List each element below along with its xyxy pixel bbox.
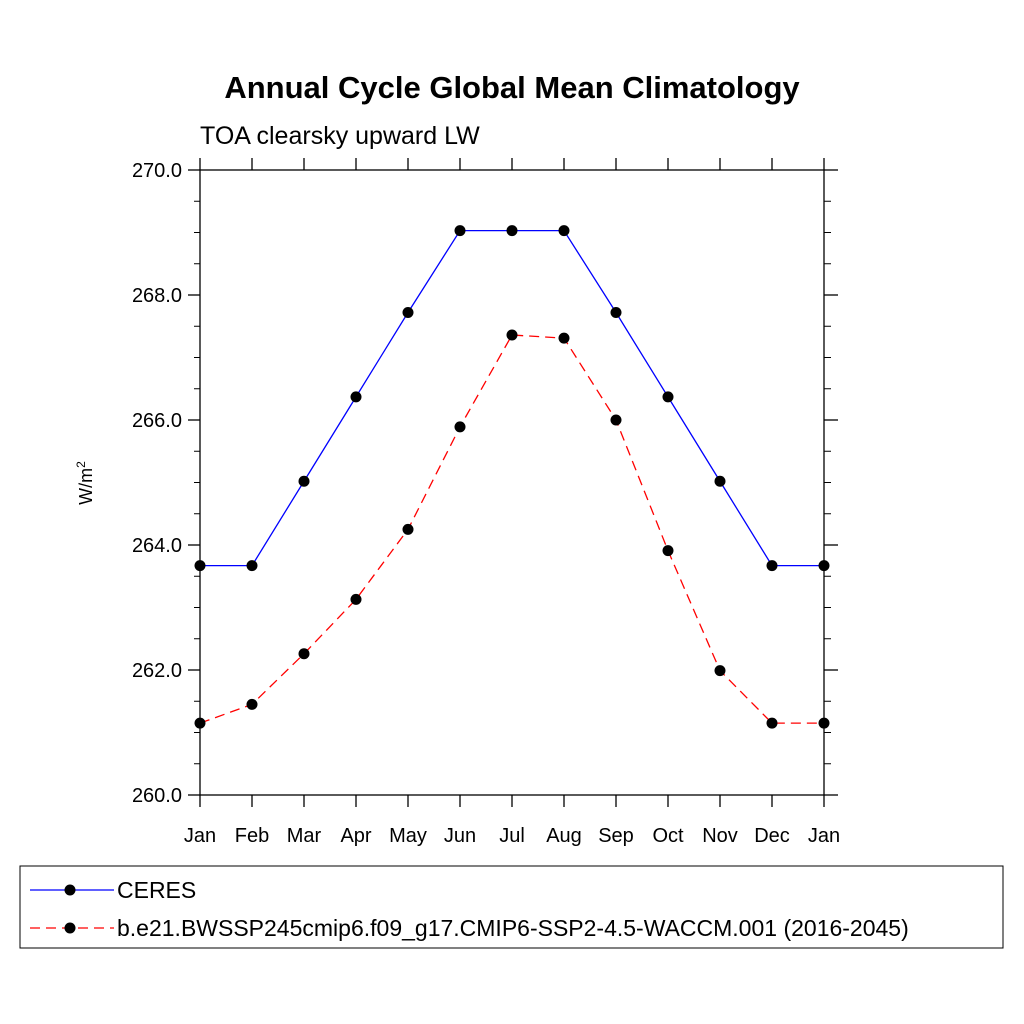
x-tick-label: Aug xyxy=(546,825,582,847)
x-tick-label: Mar xyxy=(287,825,322,847)
series-1-point xyxy=(662,545,674,557)
series-line-1 xyxy=(199,334,824,724)
x-tick-label: Feb xyxy=(235,825,269,847)
chart-subtitle: TOA clearsky upward LW xyxy=(200,122,480,150)
series-0-point xyxy=(714,475,726,487)
series-0-point xyxy=(662,391,674,403)
series-line-0 xyxy=(200,229,824,567)
series-0-point xyxy=(766,560,778,572)
series-layer xyxy=(194,225,830,729)
series-0-point xyxy=(194,560,206,572)
legend-marker-model xyxy=(64,922,76,934)
y-tick-label: 264.0 xyxy=(132,535,182,557)
y-tick-label: 260.0 xyxy=(132,785,182,807)
y-tick-label: 270.0 xyxy=(132,160,182,182)
series-0-point xyxy=(610,307,622,318)
plot-frame xyxy=(199,169,825,796)
y-tick-label: 268.0 xyxy=(132,285,182,307)
x-tick-label: Nov xyxy=(702,825,738,847)
x-tick-label: Jan xyxy=(808,825,840,847)
x-tick-label: Oct xyxy=(652,825,684,847)
x-tick-label: Jul xyxy=(499,825,525,847)
x-tick-label: Jan xyxy=(184,825,216,847)
series-1-point xyxy=(246,698,258,710)
y-axis-label-superscript: 2 xyxy=(74,461,88,468)
series-1-point xyxy=(714,665,726,677)
series-0-point xyxy=(454,225,466,237)
y-axis-label-text: W/m xyxy=(76,468,96,505)
legend-label-model: b.e21.BWSSP245cmip6.f09_g17.CMIP6-SSP2-4… xyxy=(117,915,909,941)
x-tick-label: Sep xyxy=(598,825,634,847)
series-1-point xyxy=(506,329,518,341)
axis-ticks: Jan Feb Mar Apr May Jun Jul Aug Sep Oct Nov Dec Jan2… xyxy=(132,158,840,847)
series-0-point xyxy=(402,307,414,318)
legend: CERES b.e21.BWSSP245cmip6.f09_g17.CMIP6-… xyxy=(19,865,1004,949)
series-0-point xyxy=(246,560,258,572)
series-1-point xyxy=(610,414,622,426)
series-1-point xyxy=(454,421,466,433)
chart-title: Annual Cycle Global Mean Climatology xyxy=(224,70,800,105)
series-1-point xyxy=(766,717,778,729)
series-0-point xyxy=(818,560,830,572)
series-1-point xyxy=(818,717,830,729)
x-tick-label: Dec xyxy=(754,825,790,847)
y-tick-label: 262.0 xyxy=(132,660,182,682)
svg-text:W/m2: W/m2 xyxy=(74,461,96,505)
series-1-point xyxy=(402,523,414,535)
legend-box xyxy=(19,865,1004,949)
series-0-point xyxy=(298,475,310,487)
y-tick-label: 266.0 xyxy=(132,410,182,432)
series-1-point xyxy=(194,717,206,729)
y-axis-label: W/m2 xyxy=(74,461,96,505)
x-tick-label: Jun xyxy=(444,825,476,847)
series-0-point xyxy=(506,225,518,237)
series-1-point xyxy=(298,648,310,660)
series-0-point xyxy=(558,225,570,237)
x-tick-label: May xyxy=(389,825,427,847)
series-0-point xyxy=(350,391,362,403)
legend-marker-ceres xyxy=(64,884,76,896)
series-1-point xyxy=(350,593,362,605)
series-1-point xyxy=(558,332,570,344)
legend-label-ceres: CERES xyxy=(117,877,196,903)
x-tick-label: Apr xyxy=(340,825,371,847)
